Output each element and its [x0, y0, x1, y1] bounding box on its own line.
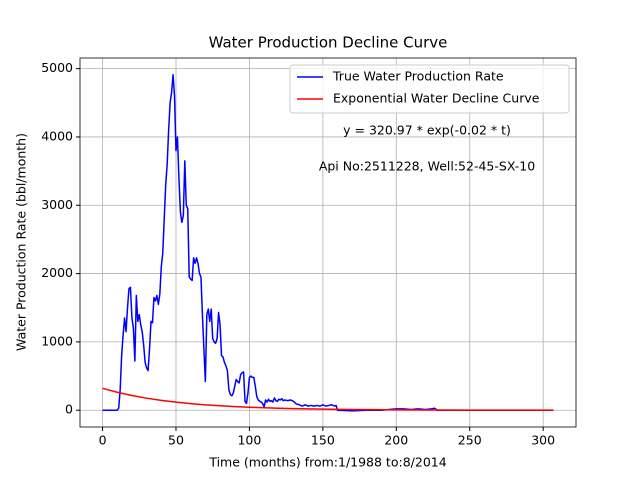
legend-label: Exponential Water Decline Curve — [333, 91, 540, 106]
x-tick-label: 100 — [237, 433, 261, 448]
y-tick-label: 5000 — [41, 60, 73, 75]
y-tick-label: 1000 — [41, 333, 73, 348]
legend-label: True Water Production Rate — [332, 69, 504, 84]
legend-box — [289, 64, 570, 114]
x-axis-label: Time (months) from:1/1988 to:8/2014 — [208, 455, 446, 470]
x-tick-label: 300 — [531, 433, 555, 448]
annotation: Api No:2511228, Well:52-45-SX-10 — [319, 159, 535, 174]
y-tick-label: 0 — [65, 402, 73, 417]
x-tick-label: 250 — [458, 433, 482, 448]
y-axis-label: Water Production Rate (bbl/month) — [14, 133, 29, 351]
x-tick-label: 0 — [99, 433, 107, 448]
y-tick-label: 4000 — [41, 128, 73, 143]
y-tick-label: 3000 — [41, 197, 73, 212]
data-line — [102, 387, 554, 411]
x-tick-label: 200 — [384, 433, 408, 448]
plot-frame — [79, 57, 577, 428]
chart-title: Water Production Decline Curve — [209, 34, 448, 52]
x-tick-label: 50 — [168, 433, 184, 448]
annotation: y = 320.97 * exp(-0.02 * t) — [343, 123, 511, 138]
x-tick-label: 150 — [311, 433, 335, 448]
data-line — [102, 74, 554, 412]
y-tick-label: 2000 — [41, 265, 73, 280]
